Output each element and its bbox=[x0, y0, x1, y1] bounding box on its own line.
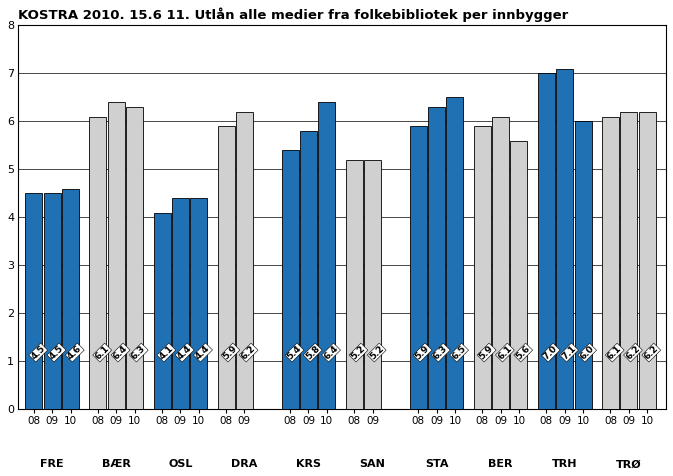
Bar bbox=[639, 112, 656, 409]
Text: OSL: OSL bbox=[168, 459, 192, 469]
Text: DRA: DRA bbox=[232, 459, 258, 469]
Bar bbox=[236, 112, 253, 409]
Text: TRH: TRH bbox=[552, 459, 577, 469]
Bar bbox=[538, 73, 555, 409]
Bar bbox=[108, 102, 125, 409]
Text: FRE: FRE bbox=[40, 459, 64, 469]
Text: 7.0: 7.0 bbox=[542, 344, 559, 361]
Bar bbox=[410, 126, 427, 409]
Text: 6.1: 6.1 bbox=[496, 344, 513, 361]
Text: TRØ: TRØ bbox=[616, 459, 641, 469]
Bar bbox=[190, 198, 207, 409]
Text: 4.5: 4.5 bbox=[30, 344, 47, 361]
Bar bbox=[575, 121, 592, 409]
Bar bbox=[602, 117, 619, 409]
Text: 4.4: 4.4 bbox=[194, 344, 212, 361]
Bar bbox=[217, 126, 235, 409]
Text: 6.0: 6.0 bbox=[579, 344, 596, 361]
Bar bbox=[126, 107, 143, 409]
Text: 6.2: 6.2 bbox=[624, 344, 642, 361]
Text: BÆR: BÆR bbox=[102, 459, 131, 469]
Bar bbox=[282, 150, 299, 409]
Text: 6.3: 6.3 bbox=[432, 344, 450, 361]
Bar bbox=[510, 140, 528, 409]
Text: STA: STA bbox=[425, 459, 448, 469]
Bar bbox=[44, 193, 61, 409]
Text: 5.9: 5.9 bbox=[478, 344, 495, 361]
Text: 5.8: 5.8 bbox=[304, 344, 322, 361]
Text: 5.9: 5.9 bbox=[414, 344, 431, 361]
Text: 6.1: 6.1 bbox=[606, 344, 623, 361]
Text: 4.1: 4.1 bbox=[157, 344, 175, 361]
Bar bbox=[474, 126, 491, 409]
Text: 5.2: 5.2 bbox=[368, 344, 386, 361]
Text: 6.2: 6.2 bbox=[240, 344, 258, 361]
Text: SAN: SAN bbox=[359, 459, 386, 469]
Text: 6.3: 6.3 bbox=[130, 344, 147, 361]
Text: 4.5: 4.5 bbox=[48, 344, 65, 361]
Bar bbox=[172, 198, 189, 409]
Bar bbox=[300, 131, 317, 409]
Text: 6.4: 6.4 bbox=[112, 344, 129, 361]
Bar bbox=[556, 69, 573, 409]
Bar bbox=[318, 102, 335, 409]
Text: 6.5: 6.5 bbox=[450, 344, 468, 361]
Text: BER: BER bbox=[489, 459, 513, 469]
Text: 5.6: 5.6 bbox=[514, 344, 532, 361]
Text: 4.6: 4.6 bbox=[66, 344, 83, 361]
Text: KRS: KRS bbox=[296, 459, 321, 469]
Bar bbox=[26, 193, 42, 409]
Text: 4.4: 4.4 bbox=[176, 344, 194, 361]
Bar bbox=[364, 160, 381, 409]
Bar bbox=[62, 188, 79, 409]
Text: KOSTRA 2010. 15.6 11. Utlån alle medier fra folkebibliotek per innbygger: KOSTRA 2010. 15.6 11. Utlån alle medier … bbox=[18, 7, 569, 21]
Bar bbox=[153, 213, 170, 409]
Text: 6.1: 6.1 bbox=[94, 344, 111, 361]
Text: 7.1: 7.1 bbox=[560, 344, 578, 361]
Bar bbox=[621, 112, 637, 409]
Bar bbox=[428, 107, 445, 409]
Text: 6.4: 6.4 bbox=[322, 344, 340, 361]
Bar bbox=[90, 117, 106, 409]
Bar bbox=[446, 98, 464, 409]
Text: 6.2: 6.2 bbox=[643, 344, 660, 361]
Text: 5.4: 5.4 bbox=[285, 344, 304, 361]
Text: 5.2: 5.2 bbox=[350, 344, 367, 361]
Bar bbox=[492, 117, 509, 409]
Bar bbox=[346, 160, 363, 409]
Text: 5.9: 5.9 bbox=[221, 344, 239, 361]
